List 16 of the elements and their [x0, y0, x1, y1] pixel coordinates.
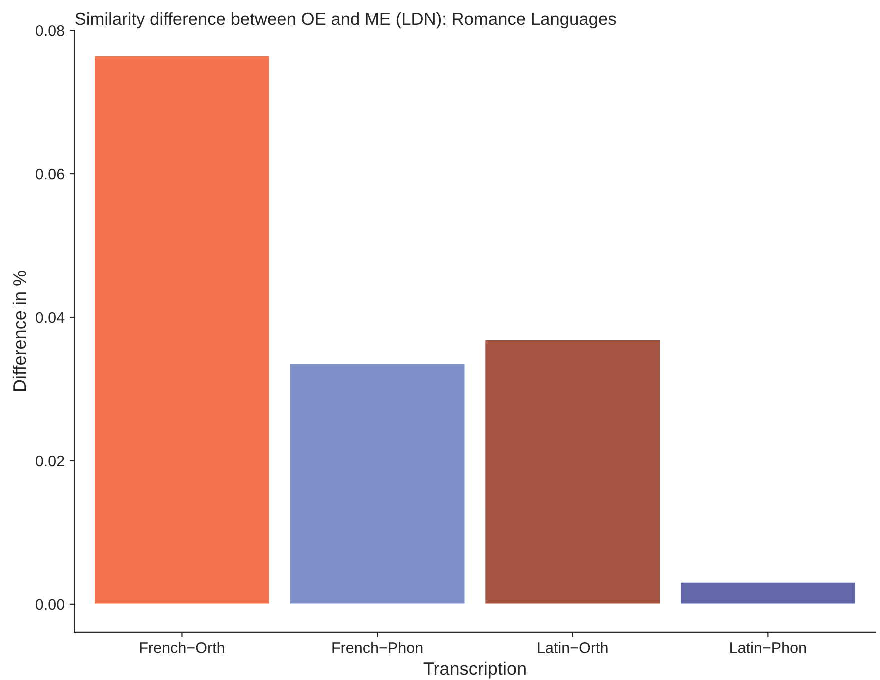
y-tick-label: 0.02	[36, 456, 64, 467]
x-tick-label: French−Phon	[332, 642, 423, 654]
y-tick-label: 0.06	[36, 168, 64, 180]
bar	[94, 55, 271, 606]
bar	[484, 339, 662, 606]
x-tick-label: French−Orth	[140, 642, 224, 654]
x-tick-label: Latin−Orth	[538, 642, 608, 654]
y-tick-label: 0.00	[36, 599, 64, 610]
y-tick-label: 0.08	[36, 25, 64, 36]
bar	[680, 581, 857, 606]
x-axis-title: Transcription	[424, 662, 526, 679]
y-axis-title: Difference in %	[12, 271, 26, 392]
bar	[288, 362, 466, 606]
chart-title: Similarity difference between OE and ME (LDN): Romance Languages	[76, 12, 616, 29]
x-tick-label: Latin−Phon	[730, 642, 806, 654]
y-tick-label: 0.04	[36, 312, 65, 324]
